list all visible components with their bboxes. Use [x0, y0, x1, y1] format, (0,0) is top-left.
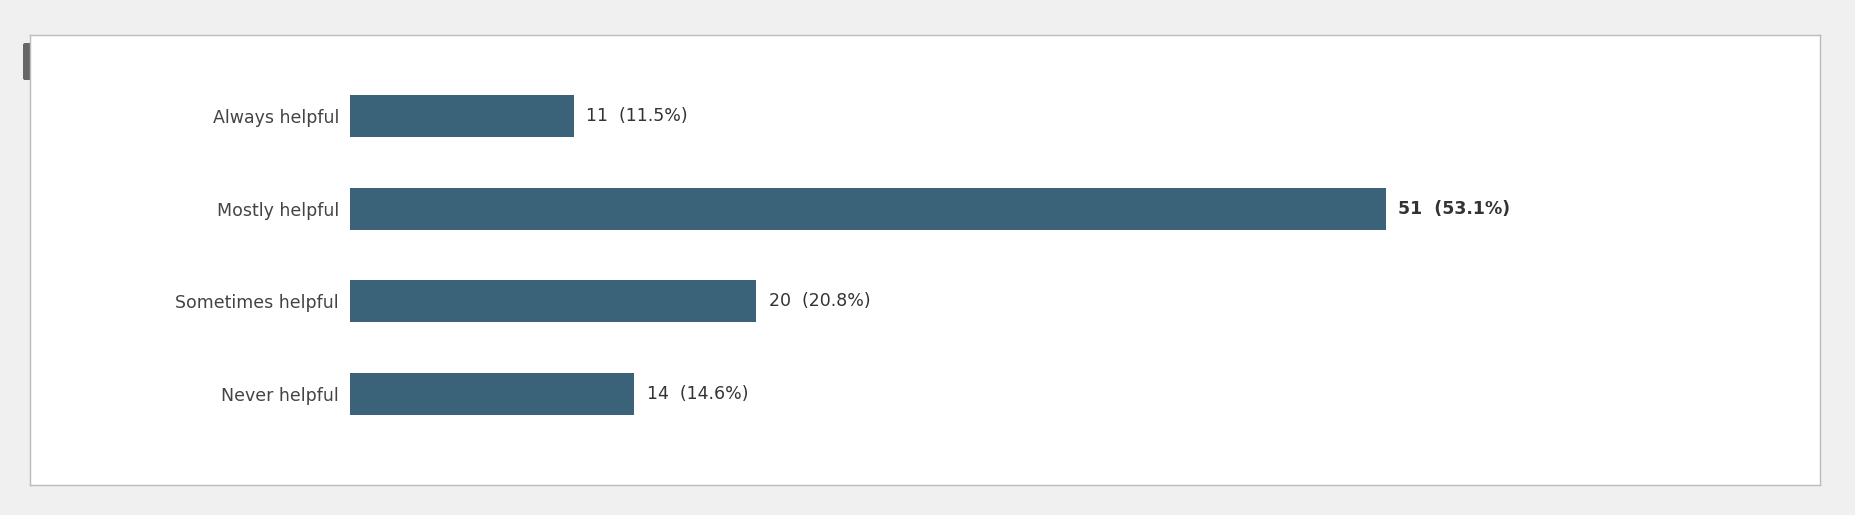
- Text: Do you think AI is helpful for your understanding in courses and coursework?: Do you think AI is helpful for your unde…: [80, 52, 833, 71]
- Text: 51  (53.1%): 51 (53.1%): [1399, 200, 1510, 218]
- FancyBboxPatch shape: [22, 43, 69, 80]
- Text: 14  (14.6%): 14 (14.6%): [647, 385, 748, 403]
- Bar: [351, 281, 757, 322]
- Bar: [351, 373, 634, 415]
- Text: 20  (20.8%): 20 (20.8%): [768, 293, 870, 311]
- Bar: [351, 95, 573, 137]
- Text: 7: 7: [39, 53, 52, 71]
- Text: 11  (11.5%): 11 (11.5%): [586, 107, 688, 125]
- Bar: [351, 188, 1386, 230]
